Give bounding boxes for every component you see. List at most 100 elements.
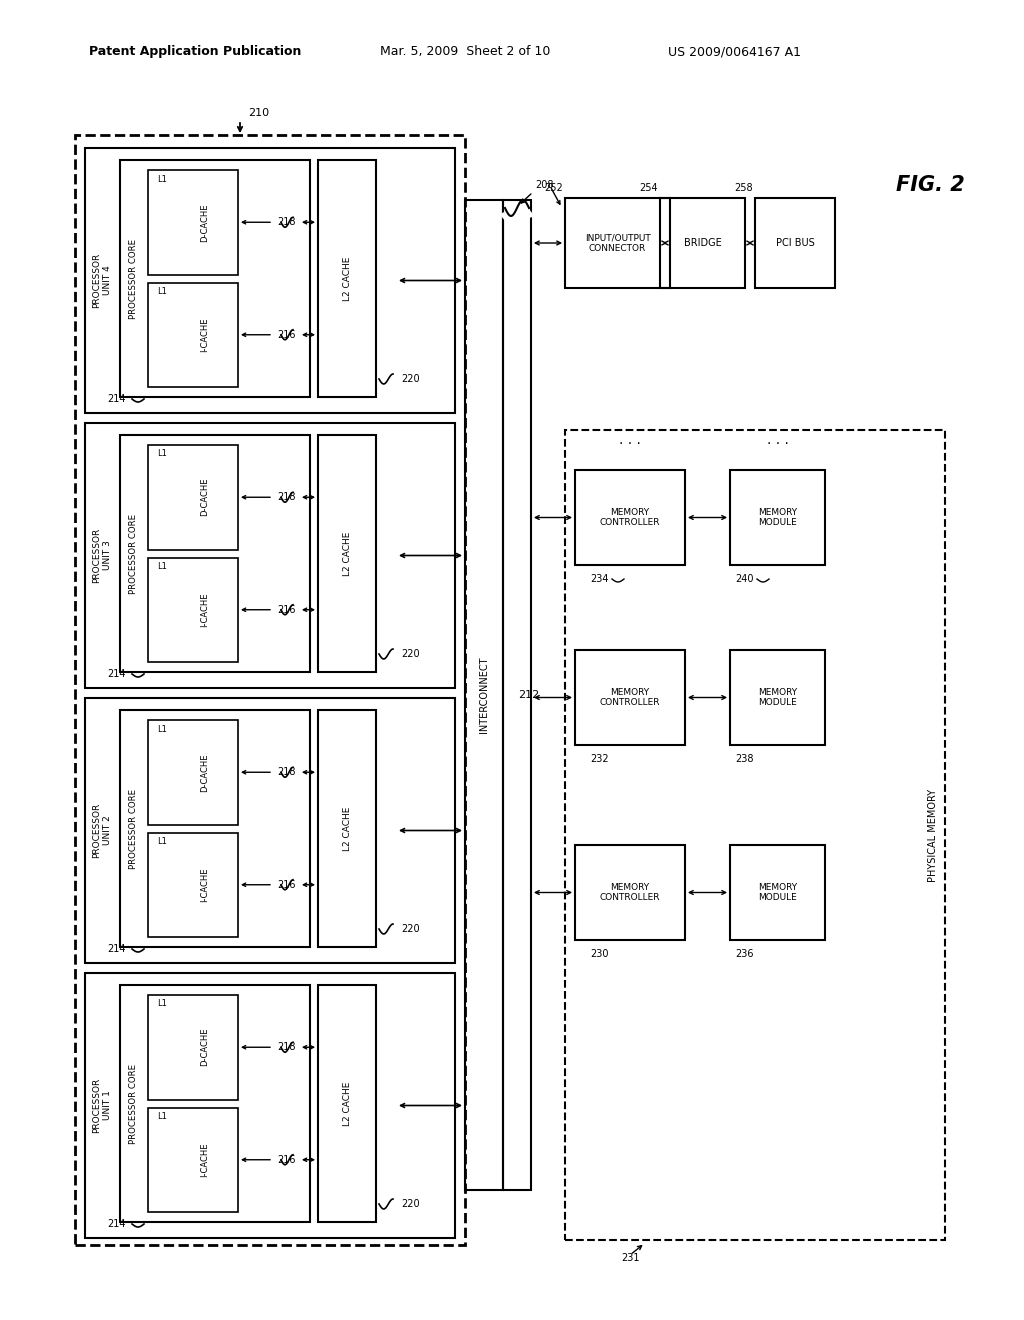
Text: 214: 214 bbox=[108, 1218, 126, 1229]
Bar bbox=[660, 198, 745, 288]
Text: 214: 214 bbox=[108, 393, 126, 404]
Bar bbox=[85, 422, 455, 688]
Text: PROCESSOR
UNIT 1: PROCESSOR UNIT 1 bbox=[92, 1078, 112, 1133]
Bar bbox=[565, 430, 945, 1239]
Text: MEMORY
CONTROLLER: MEMORY CONTROLLER bbox=[600, 508, 660, 527]
Text: 218: 218 bbox=[278, 218, 296, 227]
Text: I-CACHE: I-CACHE bbox=[201, 867, 210, 902]
Text: Patent Application Publication: Patent Application Publication bbox=[89, 45, 301, 58]
Bar bbox=[148, 719, 238, 825]
Text: 258: 258 bbox=[734, 183, 753, 193]
Text: I-CACHE: I-CACHE bbox=[201, 1143, 210, 1177]
Bar bbox=[730, 845, 825, 940]
Text: L1: L1 bbox=[157, 450, 167, 458]
Text: D-CACHE: D-CACHE bbox=[201, 478, 210, 516]
Bar bbox=[75, 135, 465, 1245]
Text: 212: 212 bbox=[518, 690, 540, 700]
Text: 210: 210 bbox=[248, 108, 269, 117]
Text: PROCESSOR CORE: PROCESSOR CORE bbox=[128, 788, 137, 869]
Text: 216: 216 bbox=[278, 605, 296, 615]
Text: INTERCONNECT: INTERCONNECT bbox=[479, 657, 489, 733]
Text: L1: L1 bbox=[157, 1111, 167, 1121]
Text: 238: 238 bbox=[735, 754, 754, 764]
Text: 220: 220 bbox=[401, 374, 420, 384]
Text: MEMORY
MODULE: MEMORY MODULE bbox=[758, 883, 797, 902]
Text: 216: 216 bbox=[278, 1155, 296, 1164]
Text: US 2009/0064167 A1: US 2009/0064167 A1 bbox=[669, 45, 802, 58]
Text: L1: L1 bbox=[157, 725, 167, 734]
Text: L2 CACHE: L2 CACHE bbox=[342, 807, 351, 850]
Bar bbox=[148, 1107, 238, 1212]
Text: 240: 240 bbox=[735, 574, 754, 583]
Text: L1: L1 bbox=[157, 837, 167, 846]
Text: PROCESSOR
UNIT 2: PROCESSOR UNIT 2 bbox=[92, 803, 112, 858]
Text: 218: 218 bbox=[278, 492, 296, 502]
Bar bbox=[120, 710, 310, 946]
Text: 220: 220 bbox=[401, 924, 420, 935]
Text: 231: 231 bbox=[621, 1253, 639, 1263]
Text: PROCESSOR CORE: PROCESSOR CORE bbox=[128, 239, 137, 318]
Bar bbox=[85, 148, 455, 413]
Text: L1: L1 bbox=[157, 286, 167, 296]
Text: PROCESSOR
UNIT 3: PROCESSOR UNIT 3 bbox=[92, 528, 112, 583]
Text: 214: 214 bbox=[108, 944, 126, 954]
Text: 216: 216 bbox=[278, 330, 296, 339]
Text: 214: 214 bbox=[108, 669, 126, 678]
Text: INPUT/OUTPUT
CONNECTOR: INPUT/OUTPUT CONNECTOR bbox=[585, 234, 650, 252]
Bar bbox=[575, 845, 685, 940]
Bar bbox=[730, 649, 825, 744]
Text: . . .: . . . bbox=[767, 433, 788, 447]
Text: L1: L1 bbox=[157, 562, 167, 572]
Text: 208: 208 bbox=[535, 180, 554, 190]
Bar bbox=[503, 201, 531, 1191]
Bar bbox=[85, 973, 455, 1238]
Bar bbox=[148, 557, 238, 663]
Bar bbox=[730, 470, 825, 565]
Bar bbox=[85, 698, 455, 964]
Text: 230: 230 bbox=[590, 949, 608, 960]
Bar bbox=[148, 170, 238, 275]
Bar bbox=[318, 710, 376, 946]
Bar bbox=[755, 198, 835, 288]
Text: FIG. 2: FIG. 2 bbox=[896, 176, 965, 195]
Bar bbox=[120, 436, 310, 672]
Text: MEMORY
MODULE: MEMORY MODULE bbox=[758, 688, 797, 708]
Text: 220: 220 bbox=[401, 1199, 420, 1209]
Text: PROCESSOR CORE: PROCESSOR CORE bbox=[128, 1064, 137, 1143]
Bar bbox=[318, 160, 376, 397]
Text: 218: 218 bbox=[278, 767, 296, 777]
Bar bbox=[575, 470, 685, 565]
Text: 218: 218 bbox=[278, 1043, 296, 1052]
Text: PROCESSOR
UNIT 4: PROCESSOR UNIT 4 bbox=[92, 253, 112, 308]
Text: L1: L1 bbox=[157, 174, 167, 183]
Bar bbox=[465, 201, 503, 1191]
Text: I-CACHE: I-CACHE bbox=[201, 318, 210, 352]
Text: 254: 254 bbox=[639, 183, 658, 193]
Text: PCI BUS: PCI BUS bbox=[775, 238, 814, 248]
Bar bbox=[318, 436, 376, 672]
Text: 220: 220 bbox=[401, 649, 420, 659]
Text: D-CACHE: D-CACHE bbox=[201, 203, 210, 242]
Bar bbox=[565, 198, 670, 288]
Text: I-CACHE: I-CACHE bbox=[201, 593, 210, 627]
Bar bbox=[318, 985, 376, 1222]
Text: BRIDGE: BRIDGE bbox=[684, 238, 721, 248]
Bar bbox=[120, 160, 310, 397]
Text: PHYSICAL MEMORY: PHYSICAL MEMORY bbox=[928, 788, 938, 882]
Text: D-CACHE: D-CACHE bbox=[201, 1028, 210, 1067]
Text: L1: L1 bbox=[157, 999, 167, 1008]
Bar bbox=[148, 833, 238, 937]
Text: Mar. 5, 2009  Sheet 2 of 10: Mar. 5, 2009 Sheet 2 of 10 bbox=[380, 45, 550, 58]
Bar bbox=[148, 282, 238, 387]
Text: 236: 236 bbox=[735, 949, 754, 960]
Text: L2 CACHE: L2 CACHE bbox=[342, 256, 351, 301]
Text: 252: 252 bbox=[544, 183, 563, 193]
Text: 232: 232 bbox=[590, 754, 608, 764]
Text: L2 CACHE: L2 CACHE bbox=[342, 1081, 351, 1126]
Bar bbox=[148, 445, 238, 549]
Text: 216: 216 bbox=[278, 879, 296, 890]
Text: MEMORY
CONTROLLER: MEMORY CONTROLLER bbox=[600, 688, 660, 708]
Bar bbox=[120, 985, 310, 1222]
Text: PROCESSOR CORE: PROCESSOR CORE bbox=[128, 513, 137, 594]
Text: MEMORY
MODULE: MEMORY MODULE bbox=[758, 508, 797, 527]
